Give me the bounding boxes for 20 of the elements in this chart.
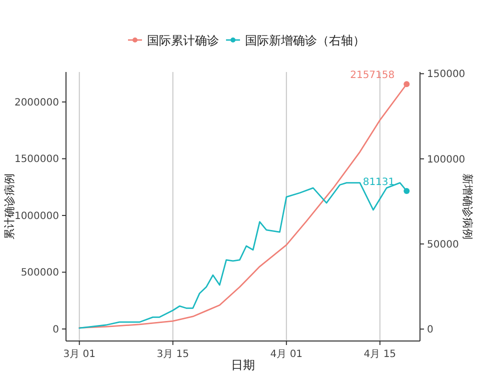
x-tick-label: 3月 15 (156, 349, 189, 360)
x-axis-title: 日期 (231, 358, 255, 372)
y2-tick-label: 50000 (427, 239, 459, 250)
x-tick-label: 3月 01 (63, 349, 96, 360)
y2-tick-label: 100000 (427, 154, 466, 166)
legend-label: 国际累计确诊 (147, 34, 219, 48)
x-tick-label: 4月 01 (270, 349, 303, 360)
data-label: 81131 (362, 176, 395, 188)
y-axis-title: 累计确诊病例 (3, 174, 16, 240)
legend-label: 国际新增确诊（右轴） (245, 34, 365, 48)
x-tick-label: 4月 15 (364, 349, 396, 360)
data-label: 2157158 (350, 70, 395, 82)
y2-tick-label: 150000 (427, 69, 466, 80)
y2-tick-label: 0 (427, 324, 434, 336)
y-tick-label: 1000000 (14, 210, 59, 222)
y-tick-label: 2000000 (14, 97, 59, 108)
y2-axis-title: 新增确诊病例 (461, 174, 474, 240)
y-tick-label: 0 (52, 324, 59, 336)
y-tick-label: 1500000 (14, 154, 59, 166)
y-tick-label: 500000 (20, 268, 59, 279)
